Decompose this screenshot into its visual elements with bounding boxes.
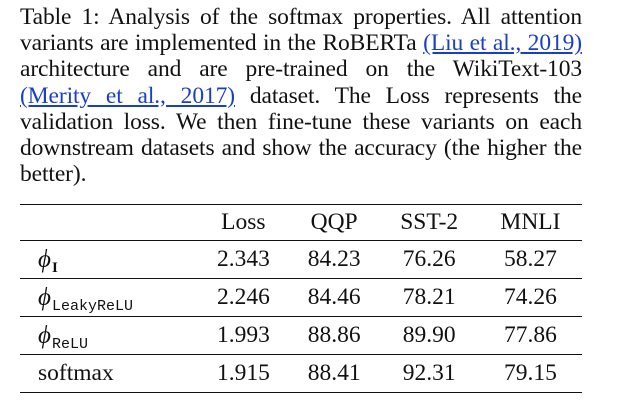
row-method-phi-leakyrelu: ϕLeakyReLU: [20, 278, 198, 317]
cell-sst2: 78.21: [379, 278, 479, 317]
cell-mnli: 77.86: [478, 316, 582, 355]
caption-text-2: architecture and are pre-trained on the …: [20, 56, 582, 83]
header-loss: Loss: [198, 204, 289, 241]
cell-loss: 2.246: [198, 278, 289, 317]
cell-mnli: 79.15: [478, 354, 582, 393]
table-row: ϕReLU 1.993 88.86 89.90 77.86: [20, 316, 582, 355]
phi-symbol: ϕ: [38, 321, 51, 349]
cell-mnli: 74.26: [478, 278, 582, 317]
table-header-row: Loss QQP SST-2 MNLI: [20, 204, 582, 241]
method-subscript: LeakyReLU: [51, 297, 133, 315]
citation-liu-2019[interactable]: (Liu et al., 2019): [423, 30, 583, 57]
cell-qqp: 84.23: [288, 240, 380, 279]
caption-text-3: dataset. The Loss represents the validat…: [20, 82, 582, 188]
header-method: [20, 204, 198, 241]
results-table: Loss QQP SST-2 MNLI ϕI 2.343 84.23 76.26…: [20, 204, 582, 393]
table-row: ϕI 2.343 84.23 76.26 58.27: [20, 240, 582, 279]
caption-text-1: Analysis of the softmax properties. All …: [20, 4, 582, 57]
citation-merity-2017[interactable]: (Merity et al., 2017): [20, 82, 235, 109]
table-caption: Table 1: Analysis of the softmax propert…: [20, 4, 582, 187]
method-subscript: ReLU: [51, 335, 88, 353]
row-method-softmax: softmax: [20, 354, 198, 393]
cell-loss: 1.993: [198, 316, 289, 355]
header-qqp: QQP: [288, 204, 380, 241]
cell-qqp: 88.41: [288, 354, 380, 393]
cell-loss: 2.343: [198, 240, 289, 279]
table-row: softmax 1.915 88.41 92.31 79.15: [20, 354, 582, 393]
method-subscript: I: [51, 259, 58, 276]
cell-qqp: 84.46: [288, 278, 380, 317]
cell-sst2: 89.90: [379, 316, 479, 355]
table-row: ϕLeakyReLU 2.246 84.46 78.21 74.26: [20, 278, 582, 317]
row-method-phi-relu: ϕReLU: [20, 316, 198, 355]
cell-loss: 1.915: [198, 354, 289, 393]
cell-sst2: 92.31: [379, 354, 479, 393]
row-method-phi-identity: ϕI: [20, 240, 198, 279]
header-mnli: MNLI: [478, 204, 582, 241]
header-sst2: SST-2: [379, 204, 479, 241]
phi-symbol: ϕ: [38, 245, 51, 273]
phi-symbol: ϕ: [38, 283, 51, 311]
caption-label: Table 1:: [20, 4, 100, 30]
cell-qqp: 88.86: [288, 316, 380, 355]
cell-mnli: 58.27: [478, 240, 582, 279]
cell-sst2: 76.26: [379, 240, 479, 279]
